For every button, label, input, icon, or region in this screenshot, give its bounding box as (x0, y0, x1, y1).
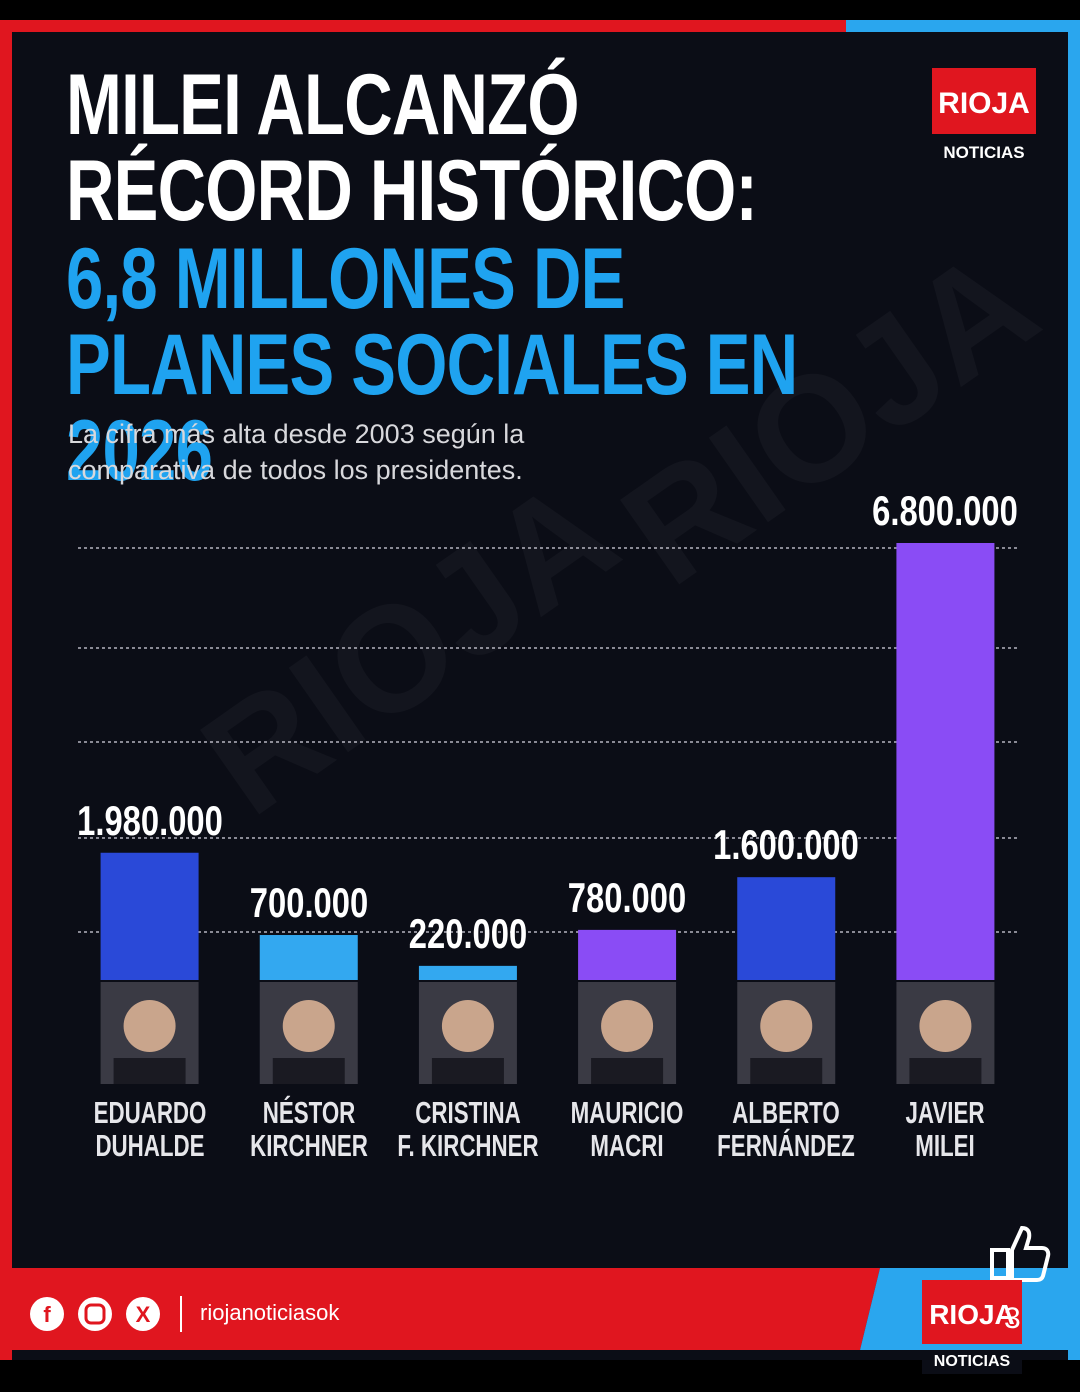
value-label: 1.980.000 (76, 796, 223, 844)
facebook-glyph: f (43, 1302, 51, 1327)
brand-name: RIOJA (929, 1299, 1015, 1330)
x-icon[interactable] (126, 1297, 160, 1331)
x-tick-label: MAURICIO MACRI (570, 1095, 684, 1163)
right-blue-band (1068, 20, 1080, 1360)
footer-logo: RIOJA NOTICIAS (922, 1280, 1022, 1374)
value-label: 6.800.000 (872, 487, 1019, 534)
bar (737, 877, 836, 980)
chart-title-highlight: 6,8 MILLONES DE PLANES SOCIALES EN 2026 (66, 231, 798, 499)
photo-suit (431, 1058, 504, 1084)
bar (418, 965, 517, 980)
chart-subtitle: La cifra más alta desde 2003 según la co… (68, 419, 525, 485)
x-tick-label: NÉSTOR KIRCHNER (249, 1095, 368, 1163)
social-icons: f X (30, 1296, 182, 1332)
photo-face (919, 1000, 972, 1052)
top-red-band (0, 20, 850, 32)
dotted-lines (78, 547, 1020, 933)
photo-face (123, 1000, 176, 1052)
bar (100, 852, 199, 980)
brand-name: RIOJA (938, 87, 1030, 120)
value-label: 700.000 (249, 879, 368, 926)
photo-face (601, 1000, 654, 1052)
footer-red-band (0, 1268, 880, 1350)
photo-suit (113, 1058, 186, 1084)
instagram-glyph (84, 1303, 106, 1325)
top-blue-band (846, 20, 1080, 32)
value-label: 780.000 (567, 873, 687, 921)
photo-suit (272, 1058, 345, 1084)
value-label: 220.000 (408, 909, 528, 957)
photo-suit (591, 1058, 664, 1084)
photo-face (282, 1000, 335, 1052)
brand-tagline: NOTICIAS (922, 1350, 1022, 1374)
like-icon[interactable] (990, 1225, 1051, 1282)
photo-face (441, 1000, 494, 1052)
photo-face (760, 1000, 813, 1052)
x-tick-label: ALBERTO FERNÁNDEZ (717, 1095, 856, 1163)
facebook-icon[interactable] (30, 1297, 64, 1331)
bar (578, 929, 677, 980)
footer-handle[interactable]: riojanoticiasok (200, 1300, 340, 1325)
like-count: 3 (1004, 1302, 1021, 1335)
x-tick-label: CRISTINA F. KIRCHNER (397, 1095, 539, 1163)
photo-suit (750, 1058, 823, 1084)
x-tick-label: JAVIER MILEI (905, 1095, 985, 1163)
x-tick-label: EDUARDO DUHALDE (93, 1095, 206, 1163)
chart-title: MILEI ALCANZÓ RÉCORD HISTÓRICO: (66, 57, 758, 239)
brand-logo[interactable]: RIOJA NOTICIAS (932, 68, 1036, 166)
instagram-icon[interactable] (78, 1297, 112, 1331)
x-glyph: X (136, 1302, 151, 1327)
thumbs-up[interactable] (990, 1225, 1051, 1282)
value-label: 1.600.000 (713, 821, 860, 869)
bar (259, 935, 358, 980)
photo-suit (909, 1058, 982, 1084)
left-red-band (0, 20, 12, 1360)
bar (896, 543, 995, 980)
brand-tagline: NOTICIAS (932, 140, 1036, 166)
